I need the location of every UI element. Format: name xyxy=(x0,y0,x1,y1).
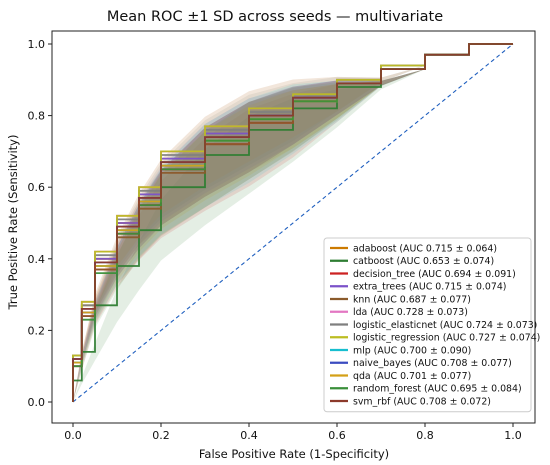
legend-entry-random_forest: random_forest (AUC 0.695 ± 0.084) xyxy=(353,384,522,395)
legend-entry-knn: knn (AUC 0.687 ± 0.077) xyxy=(353,294,471,305)
legend: adaboost (AUC 0.715 ± 0.064) catboost (AU… xyxy=(323,237,540,413)
legend-entry-lda: lda (AUC 0.728 ± 0.073) xyxy=(353,307,468,318)
legend-entry-mlp: mlp (AUC 0.700 ± 0.090) xyxy=(353,345,471,356)
legend-box xyxy=(323,237,532,413)
x-tick-label: 0.2 xyxy=(152,429,170,442)
y-tick-label: 1.0 xyxy=(28,38,46,51)
chart-title: Mean ROC ±1 SD across seeds — multivaria… xyxy=(107,9,443,25)
x-axis-label: False Positive Rate (1-Specificity) xyxy=(199,447,389,461)
y-tick-label: 0.0 xyxy=(28,396,46,409)
legend-entry-adaboost: adaboost (AUC 0.715 ± 0.064) xyxy=(353,243,497,254)
legend-entry-naive_bayes: naive_bayes (AUC 0.708 ± 0.077) xyxy=(353,358,512,369)
x-axis-ticks: 0.0 0.2 0.4 0.6 0.8 1.0 xyxy=(64,423,522,442)
legend-entry-qda: qda (AUC 0.701 ± 0.077) xyxy=(353,371,471,382)
x-tick-label: 0.4 xyxy=(240,429,258,442)
x-tick-label: 1.0 xyxy=(504,429,522,442)
legend-entry-logistic_elasticnet: logistic_elasticnet (AUC 0.724 ± 0.073) xyxy=(353,320,537,331)
y-tick-label: 0.2 xyxy=(28,324,46,337)
x-tick-label: 0.8 xyxy=(416,429,434,442)
legend-entry-extra_trees: extra_trees (AUC 0.715 ± 0.074) xyxy=(353,282,506,293)
y-axis-ticks: 0.0 0.2 0.4 0.6 0.8 1.0 xyxy=(28,38,52,409)
roc-lines xyxy=(72,43,513,402)
legend-entry-svm_rbf: svm_rbf (AUC 0.708 ± 0.072) xyxy=(353,396,491,407)
plot-area-frame xyxy=(51,30,536,424)
y-tick-label: 0.6 xyxy=(28,181,46,194)
chance-diagonal xyxy=(72,43,514,403)
legend-entry-catboost: catboost (AUC 0.653 ± 0.074) xyxy=(353,256,494,267)
y-axis-label: True Positive Rate (Sensitivity) xyxy=(6,135,20,311)
x-tick-label: 0.0 xyxy=(64,429,82,442)
legend-entry-logistic_regression: logistic_regression (AUC 0.727 ± 0.074) xyxy=(353,333,540,344)
legend-entry-decision_tree: decision_tree (AUC 0.694 ± 0.091) xyxy=(353,269,516,280)
x-tick-label: 0.6 xyxy=(328,429,346,442)
roc-line-svm_rbf xyxy=(72,43,513,402)
y-tick-label: 0.8 xyxy=(28,110,46,123)
y-tick-label: 0.4 xyxy=(28,253,46,266)
